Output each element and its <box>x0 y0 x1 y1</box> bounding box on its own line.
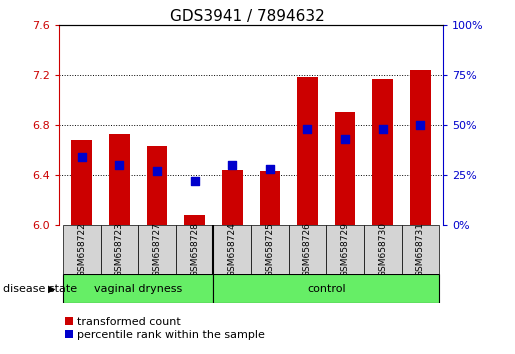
Point <box>379 126 387 132</box>
Bar <box>251 225 289 274</box>
Text: GSM658726: GSM658726 <box>303 222 312 277</box>
Text: GSM658724: GSM658724 <box>228 222 237 277</box>
Text: GSM658722: GSM658722 <box>77 222 87 277</box>
Bar <box>402 225 439 274</box>
Bar <box>138 225 176 274</box>
Text: vaginal dryness: vaginal dryness <box>94 284 182 293</box>
Bar <box>222 170 243 225</box>
Text: GSM658729: GSM658729 <box>340 222 350 277</box>
Point <box>341 136 349 142</box>
Bar <box>184 215 205 225</box>
Text: GSM658727: GSM658727 <box>152 222 162 277</box>
Bar <box>176 225 213 274</box>
Bar <box>63 225 100 274</box>
Text: GDS3941 / 7894632: GDS3941 / 7894632 <box>170 9 324 24</box>
Bar <box>364 225 402 274</box>
Text: disease state: disease state <box>3 284 77 294</box>
Text: GSM658725: GSM658725 <box>265 222 274 277</box>
Point <box>115 162 124 168</box>
Bar <box>213 274 439 303</box>
Text: GSM658730: GSM658730 <box>378 222 387 277</box>
Text: control: control <box>307 284 346 293</box>
Text: GSM658731: GSM658731 <box>416 222 425 277</box>
Point <box>303 126 312 132</box>
Bar <box>289 225 327 274</box>
Bar <box>335 112 355 225</box>
Point <box>266 166 274 172</box>
Bar <box>100 225 138 274</box>
Text: GSM658723: GSM658723 <box>115 222 124 277</box>
Bar <box>147 146 167 225</box>
Point <box>228 162 236 168</box>
Bar <box>72 140 92 225</box>
Point <box>78 154 86 160</box>
Bar <box>109 133 130 225</box>
Bar <box>327 225 364 274</box>
Legend: transformed count, percentile rank within the sample: transformed count, percentile rank withi… <box>65 317 265 340</box>
Point <box>191 178 199 184</box>
Text: ▶: ▶ <box>48 284 56 294</box>
Bar <box>63 274 213 303</box>
Bar <box>410 70 431 225</box>
Bar <box>260 171 280 225</box>
Point <box>153 168 161 173</box>
Point <box>416 122 424 128</box>
Bar <box>213 225 251 274</box>
Bar <box>297 77 318 225</box>
Bar <box>372 79 393 225</box>
Text: GSM658728: GSM658728 <box>190 222 199 277</box>
